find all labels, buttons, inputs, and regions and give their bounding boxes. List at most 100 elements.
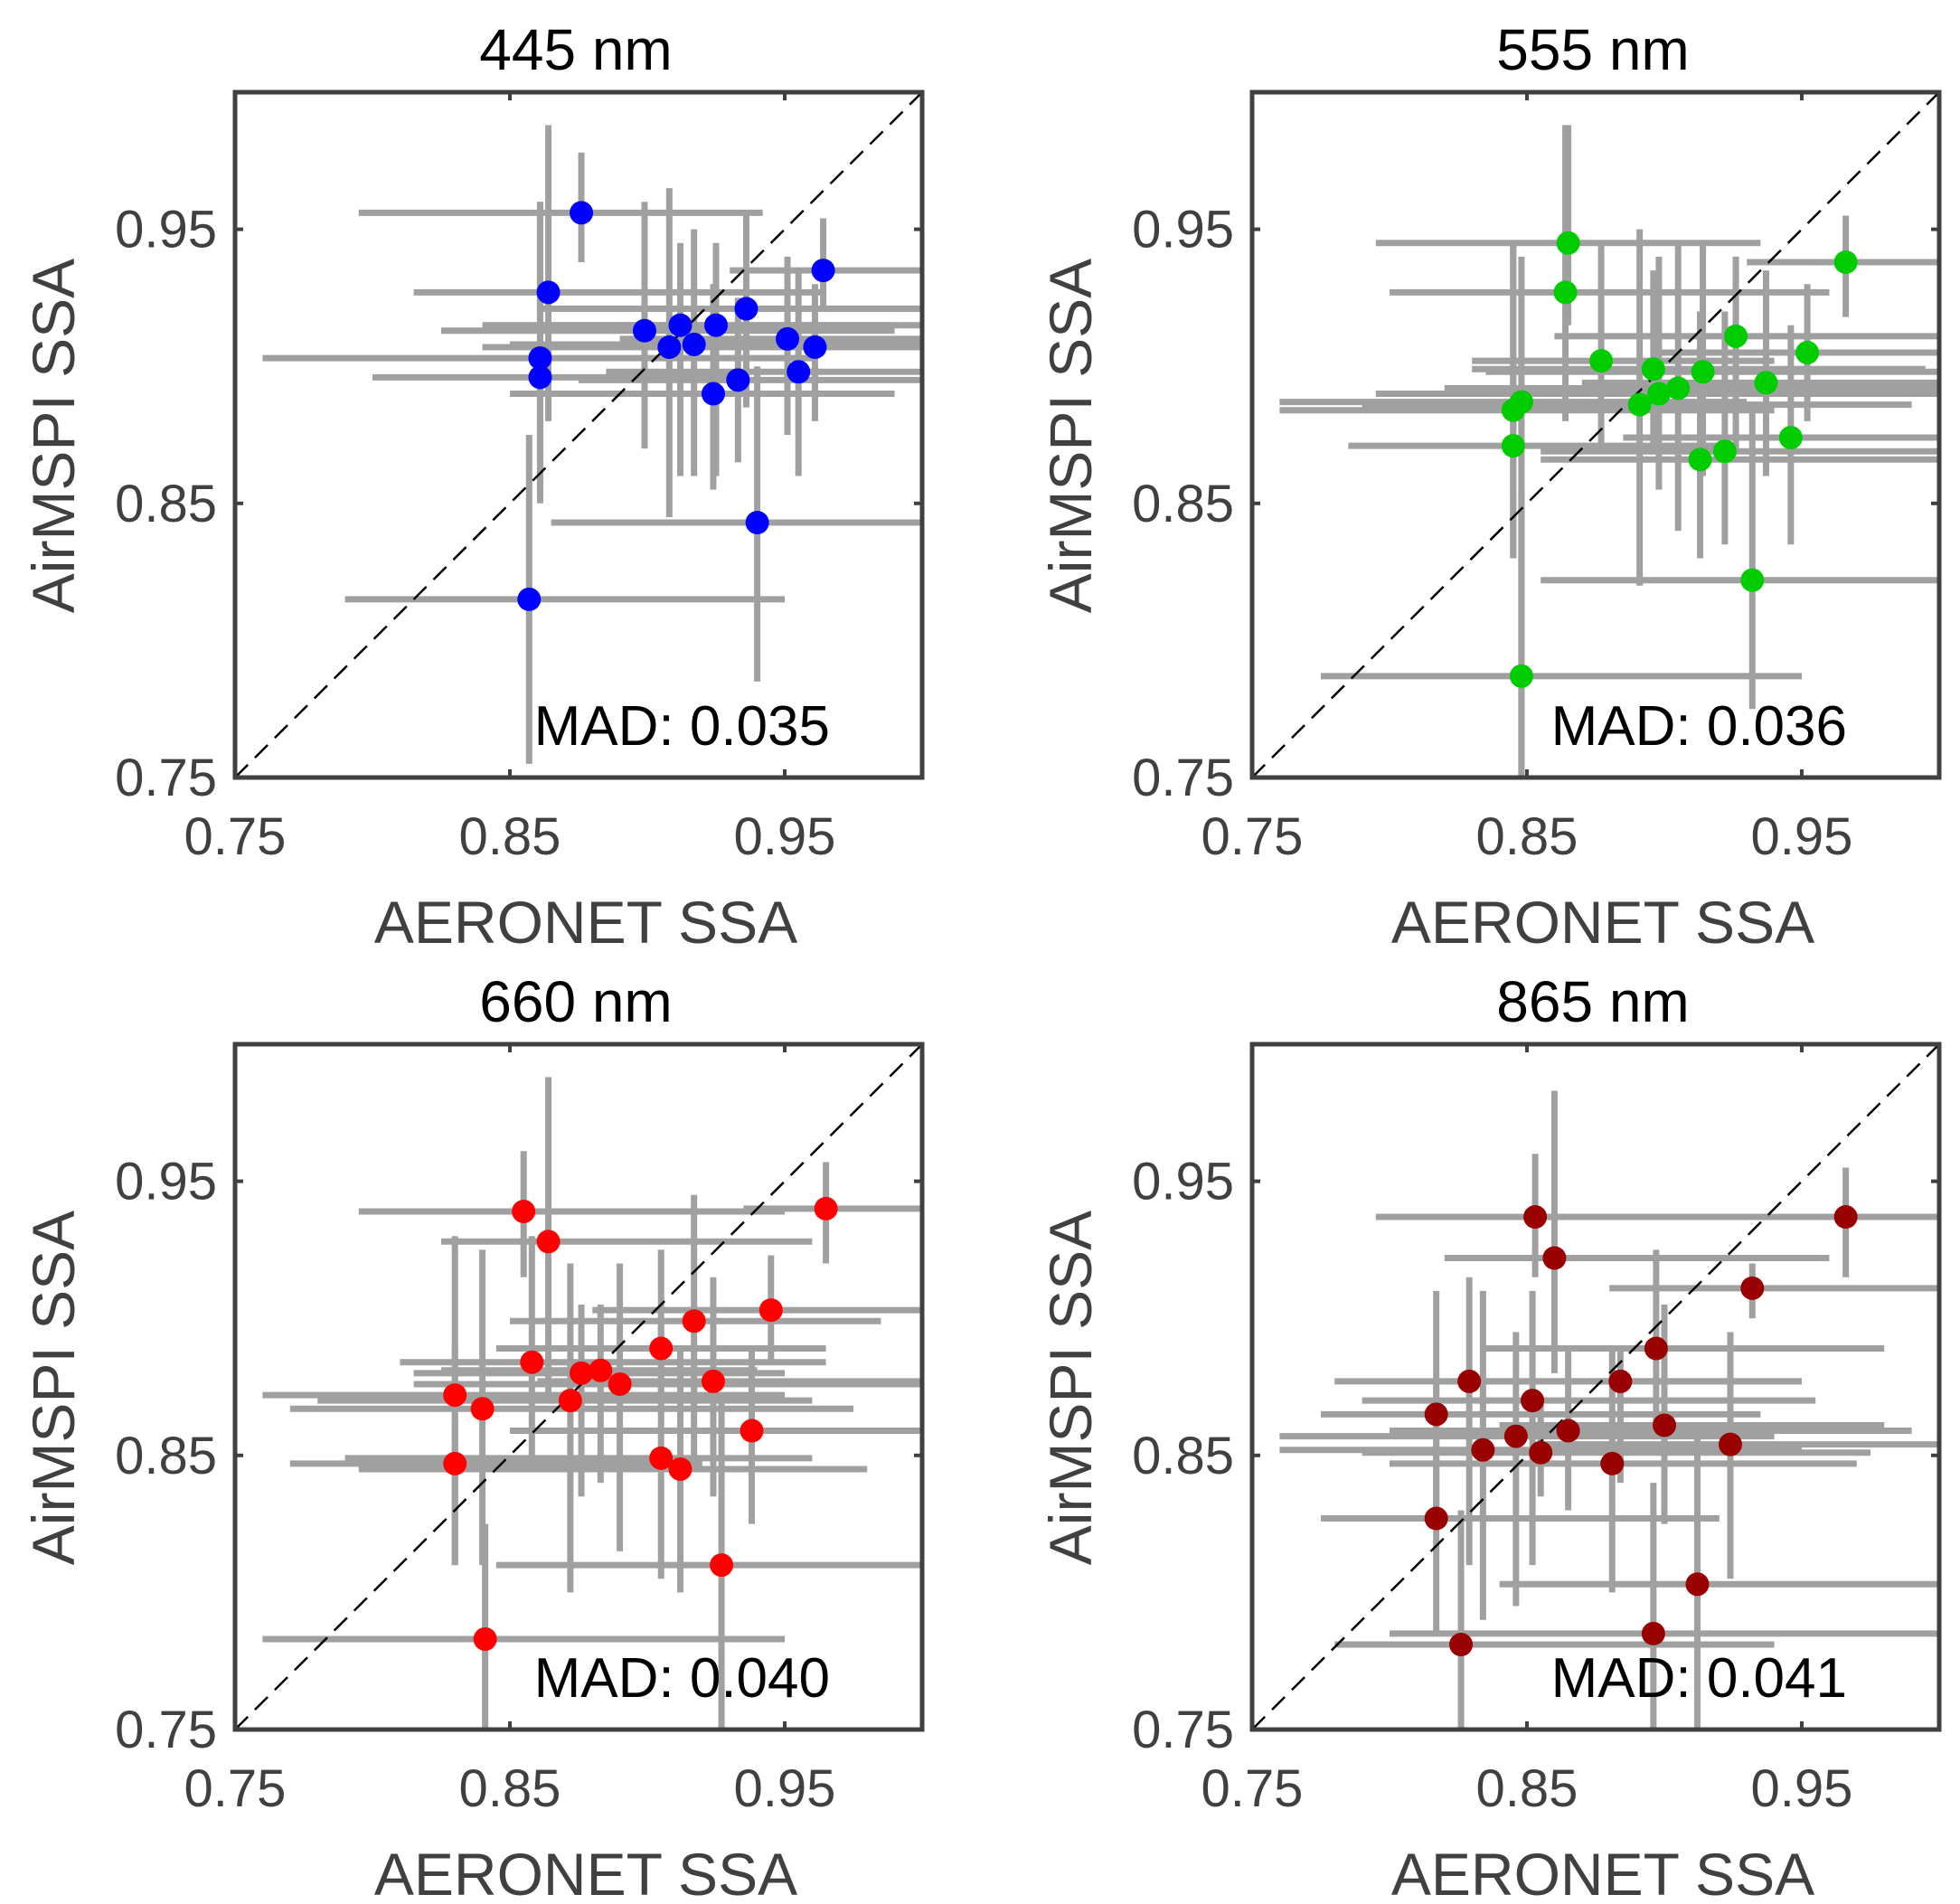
mad-annotation-555nm: MAD: 0.036 [1551,695,1847,758]
data-point-865nm-7 [1521,1389,1545,1413]
data-point-445nm-12 [787,360,811,384]
x-tick-label: 0.75 [1201,807,1304,866]
data-point-445nm-9 [803,335,827,359]
identity-line-660nm [234,1043,923,1730]
data-point-555nm-3 [1724,324,1748,348]
mad-annotation-660nm: MAD: 0.040 [534,1647,830,1710]
data-point-865nm-11 [1503,1424,1528,1448]
data-point-555nm-17 [1688,448,1712,472]
ticks-660nm: 0.75 0.85 0.95 0.75 0.85 0.95 [115,1044,922,1818]
x-tick-label: 0.95 [734,807,836,866]
axes-box-555nm [1249,90,1942,780]
data-point-445nm-7 [776,326,800,351]
y-tick-label: 0.95 [115,1153,217,1211]
data-point-445nm-2 [536,280,561,305]
data-point-865nm-12 [1718,1432,1742,1456]
data-point-865nm-2 [1542,1246,1567,1270]
data-point-660nm-4 [682,1309,706,1334]
error-bars-865nm [1279,1090,1939,1730]
y-tick-label: 0.85 [115,1427,217,1485]
data-point-445nm-5 [668,313,693,337]
data-point-660nm-14 [740,1419,764,1443]
data-point-865nm-14 [1529,1440,1553,1465]
y-axis-title-865nm: AirMSPI SSA [1037,1211,1104,1565]
x-tick-label: 0.95 [734,1759,836,1818]
data-point-660nm-5 [649,1336,674,1361]
data-point-445nm-17 [517,587,542,611]
data-point-445nm-13 [528,365,552,390]
data-point-865nm-5 [1457,1369,1482,1393]
data-point-445nm-10 [657,335,682,359]
y-tick-label: 0.75 [115,1701,217,1759]
data-point-865nm-1 [1523,1205,1548,1230]
axes-box-660nm [232,1042,925,1732]
y-tick-label: 0.85 [1132,1427,1234,1485]
data-point-555nm-0 [1556,231,1580,255]
panel-title-555nm: 555 nm [1496,17,1689,82]
data-point-865nm-6 [1608,1369,1633,1393]
y-tick-label: 0.85 [115,475,217,533]
y-tick-label: 0.75 [1132,1701,1234,1759]
x-tick-label: 0.85 [459,807,561,866]
data-point-660nm-11 [443,1383,467,1408]
data-point-865nm-16 [1424,1506,1448,1531]
data-point-865nm-17 [1685,1572,1710,1597]
data-point-865nm-9 [1653,1413,1676,1437]
data-point-445nm-8 [682,332,706,356]
data-point-660nm-19 [473,1626,497,1651]
axes-box-445nm [232,90,925,780]
data-point-555nm-11 [1627,392,1652,417]
x-tick-label: 0.75 [1201,1759,1304,1818]
data-point-660nm-9 [701,1369,725,1393]
data-point-660nm-7 [589,1358,613,1382]
data-point-445nm-15 [701,382,725,406]
y-tick-label: 0.95 [115,201,217,259]
data-point-555nm-7 [1691,360,1715,384]
x-tick-label: 0.95 [1751,1759,1853,1818]
markers-660nm [443,1196,838,1651]
data-point-660nm-3 [759,1298,783,1323]
data-point-555nm-16 [1712,439,1737,464]
markers-865nm [1424,1205,1858,1657]
panel-445nm: 0.75 0.85 0.95 0.75 0.85 0.95 445 nm MAD: 0.0… [20,17,925,956]
y-axis-title-660nm: AirMSPI SSA [20,1211,87,1565]
ticks-865nm: 0.75 0.85 0.95 0.75 0.85 0.95 [1132,1044,1939,1818]
x-tick-label: 0.85 [1476,1759,1578,1818]
data-point-660nm-13 [470,1397,495,1421]
identity-line-865nm [1251,1043,1940,1730]
x-axis-title-555nm: AERONET SSA [1391,889,1814,956]
data-point-555nm-1 [1833,250,1858,274]
panel-title-660nm: 660 nm [479,969,672,1034]
y-axis-title-445nm: AirMSPI SSA [20,259,87,613]
data-point-445nm-6 [632,318,656,343]
data-point-445nm-3 [734,297,759,321]
x-axis-title-865nm: AERONET SSA [1391,1841,1814,1904]
data-point-445nm-16 [745,511,769,535]
x-axis-title-660nm: AERONET SSA [374,1841,797,1904]
panel-660nm: 0.75 0.85 0.95 0.75 0.85 0.95 660 nm MAD: 0.0… [20,969,925,1904]
data-point-660nm-16 [443,1451,467,1475]
panel-title-865nm: 865 nm [1496,969,1689,1034]
data-point-865nm-19 [1449,1633,1474,1657]
data-point-445nm-4 [704,313,728,337]
ticks-555nm: 0.75 0.85 0.95 0.75 0.85 0.95 [1132,92,1939,866]
data-point-445nm-1 [811,259,835,283]
y-tick-label: 0.95 [1132,1153,1234,1211]
data-point-555nm-18 [1740,568,1765,592]
ticks-445nm: 0.75 0.85 0.95 0.75 0.85 0.95 [115,92,922,866]
data-point-660nm-10 [608,1371,632,1396]
y-tick-label: 0.95 [1132,201,1234,259]
data-point-660nm-17 [668,1456,693,1481]
identity-line-445nm [234,91,923,778]
data-point-660nm-2 [536,1230,561,1254]
axes-box-865nm [1249,1042,1942,1732]
data-point-555nm-14 [1778,426,1803,450]
data-point-555nm-13 [1501,398,1525,422]
data-point-555nm-15 [1501,434,1525,458]
data-point-660nm-0 [814,1196,838,1221]
y-tick-label: 0.75 [1132,749,1234,807]
data-point-555nm-4 [1795,341,1820,365]
data-point-555nm-10 [1646,382,1671,406]
error-bars-445nm [262,125,922,764]
data-point-660nm-6 [520,1350,544,1374]
